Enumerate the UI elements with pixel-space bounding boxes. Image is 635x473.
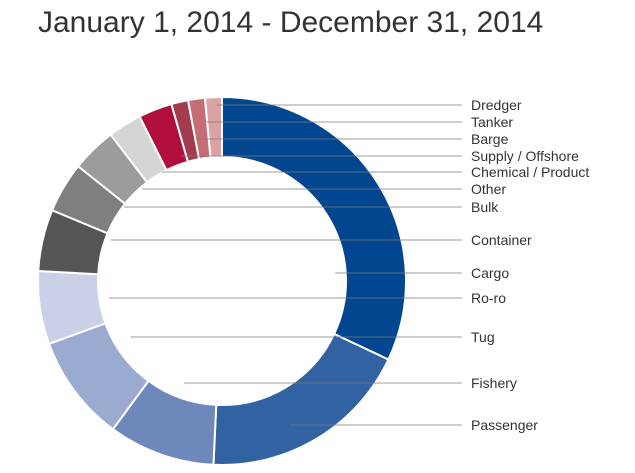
- label-supply-offshore: Supply / Offshore: [471, 148, 579, 164]
- label-cargo: Cargo: [471, 265, 509, 281]
- leader-lines: [109, 104, 462, 426]
- label-tanker: Tanker: [471, 114, 513, 130]
- label-ro-ro: Ro-ro: [471, 290, 506, 306]
- label-passenger: Passenger: [471, 417, 538, 433]
- label-container: Container: [471, 232, 532, 248]
- label-bulk: Bulk: [471, 199, 499, 215]
- slice-cargo: [221, 95, 407, 361]
- label-other: Other: [471, 181, 506, 197]
- label-barge: Barge: [471, 131, 509, 147]
- label-tug: Tug: [471, 329, 495, 345]
- label-dredger: Dredger: [471, 97, 522, 113]
- legend-labels: Cargo Passenger Fishery Tug Ro-ro Container Bu…: [471, 97, 589, 433]
- donut-slices: [37, 95, 407, 466]
- slice-dredger: [203, 95, 223, 159]
- label-chemical-product: Chemical / Product: [471, 164, 589, 180]
- label-fishery: Fishery: [471, 375, 517, 391]
- chart-title: January 1, 2014 - December 31, 2014: [38, 6, 544, 39]
- slice-passenger: [212, 332, 390, 466]
